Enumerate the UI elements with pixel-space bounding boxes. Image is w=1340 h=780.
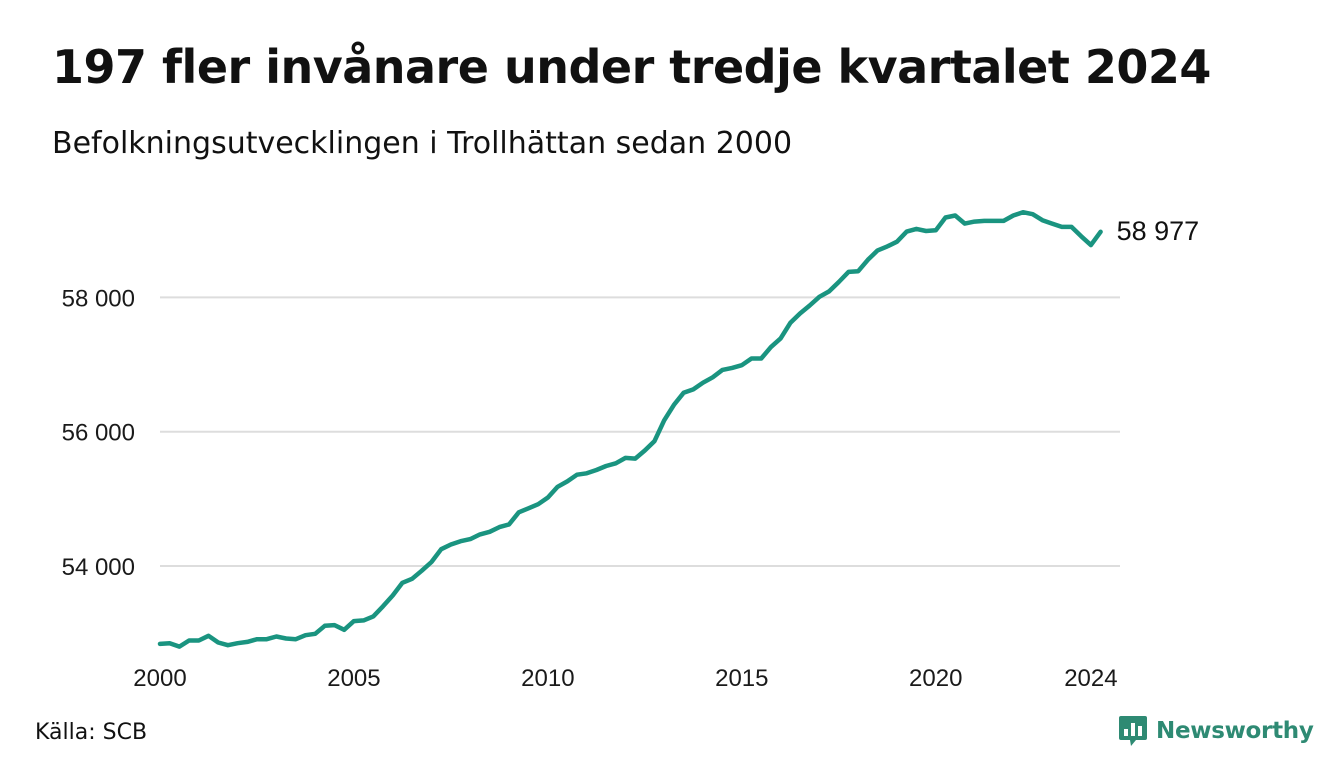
brand-name: Newsworthy <box>1156 718 1314 744</box>
brand[interactable]: Newsworthy <box>1118 714 1314 748</box>
x-tick-label: 2005 <box>327 665 380 692</box>
population-line <box>157 209 1103 649</box>
y-tick-label: 54 000 <box>62 554 135 581</box>
x-tick-label: 2015 <box>715 665 768 692</box>
x-tick-label: 2020 <box>909 665 962 692</box>
last-value-label: 58 977 <box>1117 216 1200 246</box>
chart-title: 197 fler invånare under tredje kvartalet… <box>52 40 1211 94</box>
y-gridlines <box>160 296 1120 567</box>
x-tick-label: 2010 <box>521 665 574 692</box>
bar-chart-speech-bubble-icon <box>1119 716 1147 746</box>
y-axis-ticks: 54 000 56 000 58 000 <box>62 285 135 581</box>
x-tick-label: 2024 <box>1064 665 1117 692</box>
y-tick-label: 56 000 <box>62 420 135 447</box>
y-tick-label: 58 000 <box>62 285 135 312</box>
source-label: Källa: SCB <box>35 720 148 745</box>
x-tick-label: 2000 <box>133 665 186 692</box>
x-axis-ticks: 2000 2005 2010 2015 2020 2024 <box>133 665 1117 692</box>
chart-subtitle: Befolkningsutvecklingen i Trollhättan se… <box>52 126 793 161</box>
